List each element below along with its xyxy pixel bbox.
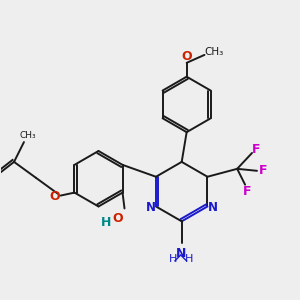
Text: H: H xyxy=(169,254,177,264)
Text: F: F xyxy=(259,164,267,177)
Text: N: N xyxy=(146,201,156,214)
Text: O: O xyxy=(49,190,60,203)
Text: N: N xyxy=(176,247,186,260)
Text: O: O xyxy=(181,50,192,63)
Text: O: O xyxy=(112,212,123,225)
Text: H: H xyxy=(184,254,193,264)
Text: F: F xyxy=(243,185,251,198)
Text: F: F xyxy=(252,142,260,155)
Text: N: N xyxy=(207,201,218,214)
Text: CH₃: CH₃ xyxy=(205,47,224,57)
Text: CH₃: CH₃ xyxy=(20,130,36,140)
Text: H: H xyxy=(100,216,111,229)
